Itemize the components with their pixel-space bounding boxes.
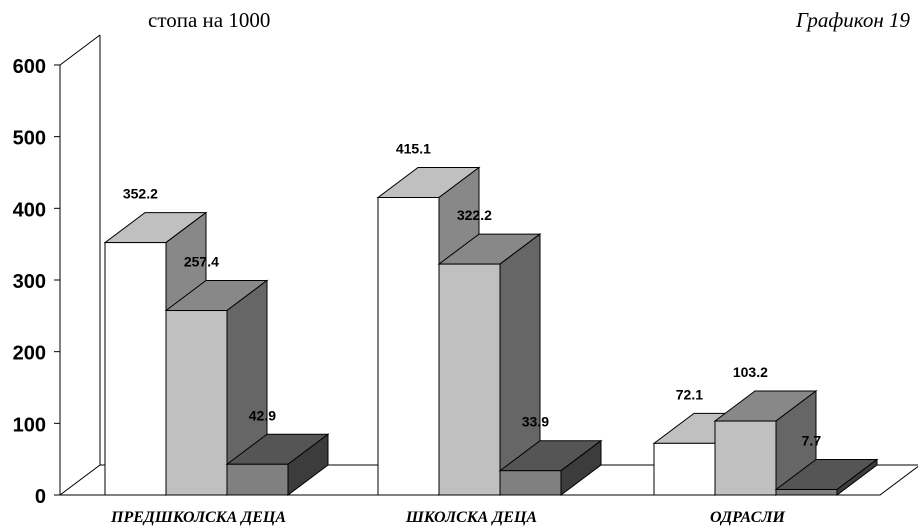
data-label: 7.7 bbox=[802, 432, 822, 448]
data-label: 352.2 bbox=[123, 186, 158, 202]
y-tick-label: 100 bbox=[13, 414, 46, 436]
bar bbox=[227, 464, 288, 495]
data-label: 33.9 bbox=[522, 414, 549, 430]
y-tick-label: 200 bbox=[13, 343, 46, 365]
data-label: 103.2 bbox=[733, 364, 768, 380]
y-tick-label: 300 bbox=[13, 271, 46, 293]
bar bbox=[105, 243, 166, 495]
x-tick-label: ШКОЛСКА ДЕЦА bbox=[405, 509, 537, 526]
y-tick-label: 500 bbox=[13, 128, 46, 150]
data-label: 72.1 bbox=[676, 386, 703, 402]
bar bbox=[654, 443, 715, 495]
bar bbox=[166, 311, 227, 495]
data-label: 257.4 bbox=[184, 254, 219, 270]
y-axis-top-connector bbox=[60, 35, 100, 65]
bar bbox=[715, 421, 776, 495]
y-tick-label: 600 bbox=[13, 56, 46, 78]
y-tick-label: 0 bbox=[35, 486, 46, 508]
bar bbox=[378, 197, 439, 495]
x-tick-label: ОДРАСЛИ bbox=[710, 509, 786, 526]
bar bbox=[439, 264, 500, 495]
bar bbox=[776, 489, 837, 495]
data-label: 415.1 bbox=[396, 140, 431, 156]
data-label: 322.2 bbox=[457, 207, 492, 223]
x-tick-label: ПРЕДШКОЛСКА ДЕЦА bbox=[110, 509, 286, 526]
bar bbox=[500, 471, 561, 495]
data-label: 42.9 bbox=[249, 407, 276, 423]
y-tick-label: 400 bbox=[13, 199, 46, 221]
